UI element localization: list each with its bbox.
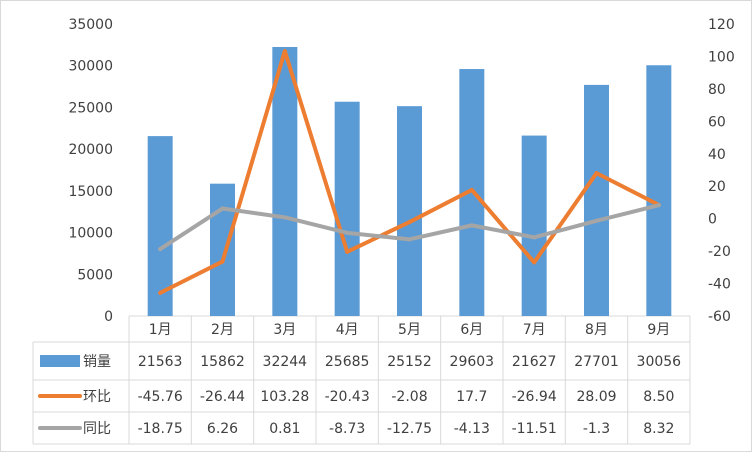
- table-cell-value: 30056: [637, 354, 682, 370]
- y-axis-tick-label: 20000: [68, 142, 113, 158]
- line-point: [594, 218, 599, 223]
- y2-axis-tick-label: 40: [708, 147, 726, 163]
- bar-series-layer: [147, 46, 672, 316]
- line-point: [345, 230, 350, 235]
- table-cell-value: -2.08: [391, 389, 427, 405]
- table-cell-value: -45.76: [138, 389, 183, 405]
- line-point: [594, 171, 599, 176]
- table-cell-value: 32244: [263, 354, 308, 370]
- bar: [210, 183, 235, 316]
- table-cell-value: 21563: [138, 354, 183, 370]
- table-cell-value: 15862: [200, 354, 245, 370]
- y2-axis-tick-label: -40: [708, 277, 731, 293]
- bar: [521, 135, 547, 316]
- y-axis-tick-label: 10000: [68, 226, 113, 242]
- table-cell-value: -26.44: [200, 389, 245, 405]
- line-point: [158, 290, 163, 295]
- table-cell-value: 27701: [574, 354, 619, 370]
- legend-label: 销量: [83, 354, 111, 370]
- bar: [584, 84, 609, 316]
- table-cell-value: 103.28: [260, 389, 309, 405]
- category-label: 5月: [398, 322, 421, 338]
- y2-axis-tick-label: 120: [708, 17, 735, 33]
- line-point: [282, 215, 287, 220]
- category-label: 1月: [149, 322, 172, 338]
- table-cell-value: -1.3: [583, 421, 610, 437]
- line-point: [220, 206, 225, 211]
- category-label: 3月: [273, 322, 296, 338]
- y2-axis-tick-label: 20: [708, 179, 726, 195]
- line-point: [656, 203, 661, 208]
- category-label: 4月: [336, 322, 359, 338]
- y2-axis-tick-label: 60: [708, 114, 726, 130]
- line-point: [282, 49, 287, 54]
- table-cell-value: 8.50: [643, 389, 674, 405]
- line-point: [407, 220, 412, 225]
- bar: [397, 106, 422, 316]
- line-series-layer: [158, 49, 661, 295]
- line-point: [345, 249, 350, 254]
- table-cell-value: -11.51: [512, 421, 557, 437]
- table-cell-value: 25152: [387, 354, 432, 370]
- y-axis-tick-label: 0: [104, 309, 113, 325]
- line-point: [407, 237, 412, 242]
- table-cell-value: 17.7: [456, 389, 487, 405]
- category-label: 8月: [585, 322, 608, 338]
- y-axis-tick-label: 5000: [77, 267, 113, 283]
- axes-layer: 0 5000 10000 15000 20000 25000 30000 35000 -60 -4…: [68, 17, 734, 325]
- line-point: [469, 223, 474, 228]
- table-cell-value: 29603: [450, 354, 495, 370]
- table-cell-value: -12.75: [387, 421, 432, 437]
- category-label: 2月: [211, 322, 234, 338]
- bar: [646, 65, 672, 316]
- category-label: 7月: [523, 322, 546, 338]
- y-axis-tick-label: 25000: [68, 100, 113, 116]
- line-point: [469, 187, 474, 192]
- bar: [147, 136, 173, 316]
- line-point: [158, 247, 163, 252]
- bar: [334, 101, 360, 316]
- table-cell-value: -26.94: [512, 389, 557, 405]
- table-cell-value: -4.13: [454, 421, 490, 437]
- y2-axis-tick-label: 0: [708, 212, 717, 228]
- y2-axis-tick-label: -60: [708, 309, 731, 325]
- y2-axis-tick-label: 100: [708, 49, 735, 65]
- line-point: [220, 259, 225, 264]
- table-cell-value: 8.32: [643, 421, 674, 437]
- category-label: 6月: [460, 322, 483, 338]
- table-cell-value: 28.09: [576, 389, 616, 405]
- line-point: [532, 260, 537, 265]
- y-axis-tick-label: 15000: [68, 184, 113, 200]
- y2-axis-tick-label: 80: [708, 82, 726, 98]
- line-point: [532, 235, 537, 240]
- y-axis-tick-label: 35000: [68, 17, 113, 33]
- bar: [272, 46, 298, 316]
- legend-key-bar: [40, 355, 80, 367]
- table-cell-value: 6.26: [207, 421, 238, 437]
- table-cell-value: 25685: [325, 354, 370, 370]
- y2-axis-tick-label: -20: [708, 244, 731, 260]
- table-cell-value: -18.75: [138, 421, 183, 437]
- table-cell-value: -8.73: [329, 421, 365, 437]
- legend-label: 同比: [83, 421, 111, 437]
- table-cell-value: -20.43: [325, 389, 370, 405]
- table-cell-value: 21627: [512, 354, 557, 370]
- table-cell-value: 0.81: [269, 421, 300, 437]
- legend-label: 环比: [83, 389, 111, 405]
- category-label: 9月: [647, 322, 670, 338]
- y-axis-tick-label: 30000: [68, 59, 113, 75]
